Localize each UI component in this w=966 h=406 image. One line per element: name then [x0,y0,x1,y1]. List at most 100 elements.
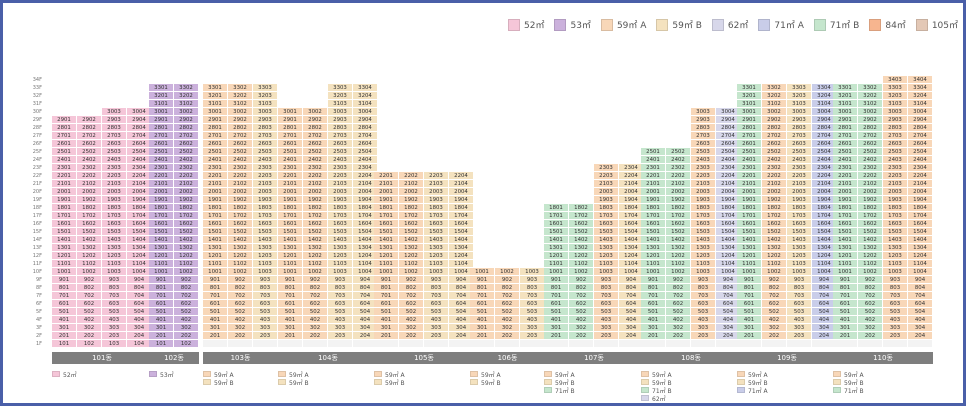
unit-cell: 3301 [149,84,174,92]
unit-cell: 1501 [203,228,228,236]
unit-cell: 203 [594,332,619,340]
unit-cell: 403 [594,316,619,324]
unit-cell: 2901 [833,116,858,124]
floor-label: 22F [32,173,42,179]
unit-cell: 802 [399,284,424,292]
unit-cell: 1003 [328,268,353,276]
legend-item-105: 105㎡ [915,18,958,31]
unit-cell: 2802 [762,124,787,132]
unit-cell: 902 [399,276,424,284]
legend-label: 71㎡ B [829,21,860,31]
unit-cell: 1603 [102,220,127,228]
unit-cell: 1201 [203,252,228,260]
unit-cell: 2901 [149,116,174,124]
unit-cell: 501 [278,308,303,316]
unit-cell: 901 [470,276,495,284]
unit-cell: 2101 [203,180,228,188]
unit-cell: 1803 [424,204,449,212]
unit-cell: 1002 [303,268,328,276]
unit-cell: 902 [762,276,787,284]
floor-label: 1F [35,341,42,347]
unit-cell: 1502 [303,228,328,236]
unit-cell: 2703 [328,132,353,140]
unit-cell: 1401 [833,236,858,244]
unit-cell: 3003 [102,108,127,116]
unit-type-row: 59㎡ B [641,378,672,387]
unit-cell: 2603 [787,140,812,148]
unit-type-swatch [641,395,649,401]
building-unit-legend: 59㎡ A 59㎡ B 71㎡ B [833,370,864,395]
unit-cell: 3201 [737,92,762,100]
unit-cell: 1001 [641,268,666,276]
unit-cell: 203 [787,332,812,340]
unit-cell: 2501 [149,148,174,156]
unit-cell: 1104 [908,260,933,268]
unit-type-row: 59㎡ B [544,378,575,387]
unit-cell: 1801 [52,204,77,212]
unit-cell: 1503 [328,228,353,236]
unit-cell: 1602 [174,220,199,228]
unit-cell: 1501 [149,228,174,236]
unit-cell: 2903 [102,116,127,124]
unit-cell: 1002 [399,268,424,276]
unit-cell: 1203 [787,252,812,260]
unit-cell: 3003 [787,108,812,116]
unit-cell: 3104 [908,100,933,108]
unit-cell: 701 [737,292,762,300]
unit-cell: 2301 [52,164,77,172]
building-unit-legend: 52㎡ [52,370,77,379]
unit-cell: 3202 [762,92,787,100]
building-name: 108동 [641,352,741,364]
unit-cell: 703 [594,292,619,300]
unit-cell: 601 [470,300,495,308]
unit-cell: 2902 [858,116,883,124]
unit-cell: 203 [253,332,278,340]
building-unit-legend: 59㎡ A 59㎡ B [374,370,405,387]
unit-cell: 1601 [737,220,762,228]
unit-type-label: 59㎡ A [844,371,864,379]
legend-swatch [758,18,771,31]
unit-cell: 1003 [424,268,449,276]
legend-label: 52㎡ [524,21,545,31]
unit-cell: 2603 [883,140,908,148]
unit-cell: 1702 [228,212,253,220]
unit-cell: 2503 [787,148,812,156]
unit-cell: 1903 [787,196,812,204]
unit-cell: 502 [495,308,520,316]
unit-cell: 3301 [833,84,858,92]
unit-cell: 1901 [833,196,858,204]
unit-type-swatch [544,371,552,377]
unit-cell: 1601 [149,220,174,228]
unit-cell: 603 [102,300,127,308]
floor-label: 23F [32,165,42,171]
unit-cell: 601 [544,300,569,308]
unit-cell: 202 [569,332,594,340]
unit-cell: 1503 [253,228,278,236]
unit-cell: 602 [666,300,691,308]
unit-cell: 2301 [149,164,174,172]
unit-type-label: 52㎡ [63,371,77,379]
unit-cell: 1802 [569,204,594,212]
unit-cell: 1501 [544,228,569,236]
unit-cell: 1101 [52,260,77,268]
unit-cell: 502 [569,308,594,316]
unit-cell: 2702 [858,132,883,140]
unit-cell: 3102 [174,100,199,108]
unit-cell: 1001 [737,268,762,276]
unit-type-label: 59㎡ B [385,379,405,387]
unit-cell: 2303 [102,164,127,172]
unit-type-label: 71㎡ B [844,387,864,395]
unit-cell: 1103 [102,260,127,268]
unit-cell: 1301 [278,244,303,252]
unit-type-row: 59㎡ B [374,378,405,387]
unit-cell: 202 [495,332,520,340]
unit-cell: 603 [424,300,449,308]
unit-cell: 701 [374,292,399,300]
unit-cell: 802 [303,284,328,292]
unit-cell: 2902 [174,116,199,124]
unit-cell: 3204 [908,92,933,100]
unit-cell: 3001 [149,108,174,116]
unit-cell: 1502 [569,228,594,236]
unit-cell: 1102 [174,260,199,268]
unit-cell: 301 [544,324,569,332]
